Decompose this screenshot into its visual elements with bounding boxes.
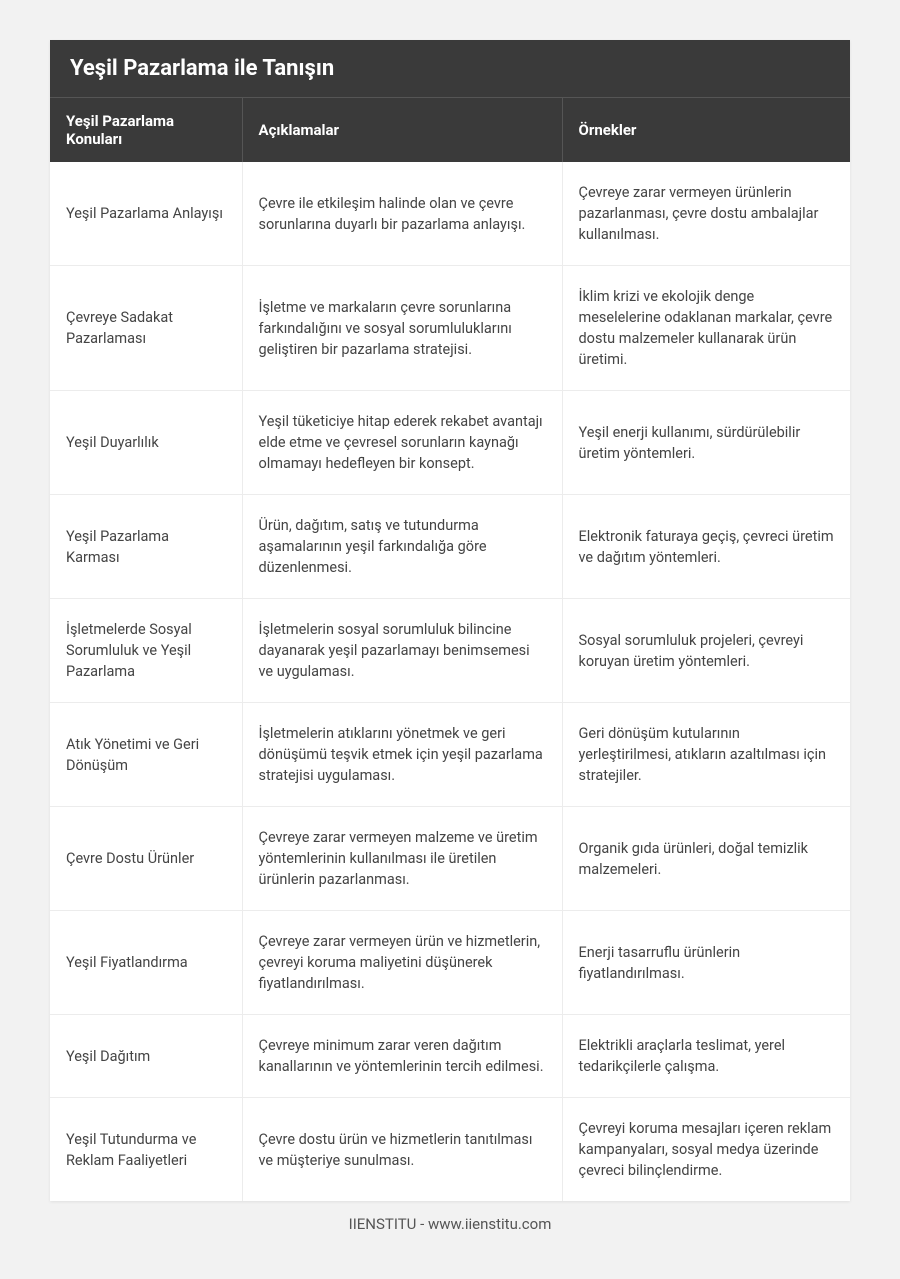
cell-desc: Çevreye zarar vermeyen malzeme ve üretim… bbox=[242, 807, 562, 911]
cell-desc: İşletme ve markaların çevre sorunlarına … bbox=[242, 266, 562, 391]
cell-desc: Yeşil tüketiciye hitap ederek rekabet av… bbox=[242, 391, 562, 495]
cell-desc: İşletmelerin sosyal sorumluluk bilincine… bbox=[242, 599, 562, 703]
cell-topic: İşletmelerde Sosyal Sorumluluk ve Yeşil … bbox=[50, 599, 242, 703]
cell-topic: Yeşil Duyarlılık bbox=[50, 391, 242, 495]
cell-desc: Ürün, dağıtım, satış ve tutundurma aşama… bbox=[242, 495, 562, 599]
table-row: Çevreye Sadakat Pazarlaması İşletme ve m… bbox=[50, 266, 850, 391]
table-row: Yeşil Pazarlama Anlayışı Çevre ile etkil… bbox=[50, 162, 850, 266]
table-container: Yeşil Pazarlama ile Tanışın Yeşil Pazarl… bbox=[50, 40, 850, 1201]
col-header-topic: Yeşil Pazarlama Konuları bbox=[50, 98, 242, 163]
cell-example: Çevreyi koruma mesajları içeren reklam k… bbox=[562, 1098, 850, 1202]
cell-desc: İşletmelerin atıklarını yönetmek ve geri… bbox=[242, 703, 562, 807]
cell-example: Yeşil enerji kullanımı, sürdürülebilir ü… bbox=[562, 391, 850, 495]
cell-topic: Yeşil Fiyatlandırma bbox=[50, 911, 242, 1015]
table-header-row: Yeşil Pazarlama Konuları Açıklamalar Örn… bbox=[50, 98, 850, 163]
footer-text: IIENSTITU - www.iienstitu.com bbox=[50, 1201, 850, 1239]
table-body: Yeşil Pazarlama Anlayışı Çevre ile etkil… bbox=[50, 162, 850, 1201]
table-row: Yeşil Tutundurma ve Reklam Faaliyetleri … bbox=[50, 1098, 850, 1202]
table-row: Yeşil Duyarlılık Yeşil tüketiciye hitap … bbox=[50, 391, 850, 495]
table-row: Çevre Dostu Ürünler Çevreye zarar vermey… bbox=[50, 807, 850, 911]
cell-topic: Yeşil Dağıtım bbox=[50, 1015, 242, 1098]
cell-topic: Çevreye Sadakat Pazarlaması bbox=[50, 266, 242, 391]
cell-example: İklim krizi ve ekolojik denge meseleleri… bbox=[562, 266, 850, 391]
table-title: Yeşil Pazarlama ile Tanışın bbox=[50, 40, 850, 97]
cell-example: Organik gıda ürünleri, doğal temizlik ma… bbox=[562, 807, 850, 911]
cell-example: Çevreye zarar vermeyen ürünlerin pazarla… bbox=[562, 162, 850, 266]
cell-topic: Çevre Dostu Ürünler bbox=[50, 807, 242, 911]
cell-topic: Yeşil Pazarlama Karması bbox=[50, 495, 242, 599]
cell-example: Geri dönüşüm kutularının yerleştirilmesi… bbox=[562, 703, 850, 807]
table-row: Yeşil Fiyatlandırma Çevreye zarar vermey… bbox=[50, 911, 850, 1015]
table-row: Yeşil Dağıtım Çevreye minimum zarar vere… bbox=[50, 1015, 850, 1098]
cell-topic: Yeşil Pazarlama Anlayışı bbox=[50, 162, 242, 266]
cell-topic: Atık Yönetimi ve Geri Dönüşüm bbox=[50, 703, 242, 807]
col-header-example: Örnekler bbox=[562, 98, 850, 163]
data-table: Yeşil Pazarlama Konuları Açıklamalar Örn… bbox=[50, 97, 850, 1201]
cell-desc: Çevreye minimum zarar veren dağıtım kana… bbox=[242, 1015, 562, 1098]
cell-desc: Çevre ile etkileşim halinde olan ve çevr… bbox=[242, 162, 562, 266]
cell-desc: Çevre dostu ürün ve hizmetlerin tanıtılm… bbox=[242, 1098, 562, 1202]
cell-example: Elektrikli araçlarla teslimat, yerel ted… bbox=[562, 1015, 850, 1098]
table-row: İşletmelerde Sosyal Sorumluluk ve Yeşil … bbox=[50, 599, 850, 703]
table-row: Yeşil Pazarlama Karması Ürün, dağıtım, s… bbox=[50, 495, 850, 599]
cell-example: Sosyal sorumluluk projeleri, çevreyi kor… bbox=[562, 599, 850, 703]
cell-example: Enerji tasarruflu ürünlerin fiyatlandırı… bbox=[562, 911, 850, 1015]
cell-desc: Çevreye zarar vermeyen ürün ve hizmetler… bbox=[242, 911, 562, 1015]
col-header-desc: Açıklamalar bbox=[242, 98, 562, 163]
table-row: Atık Yönetimi ve Geri Dönüşüm İşletmeler… bbox=[50, 703, 850, 807]
cell-topic: Yeşil Tutundurma ve Reklam Faaliyetleri bbox=[50, 1098, 242, 1202]
cell-example: Elektronik faturaya geçiş, çevreci üreti… bbox=[562, 495, 850, 599]
